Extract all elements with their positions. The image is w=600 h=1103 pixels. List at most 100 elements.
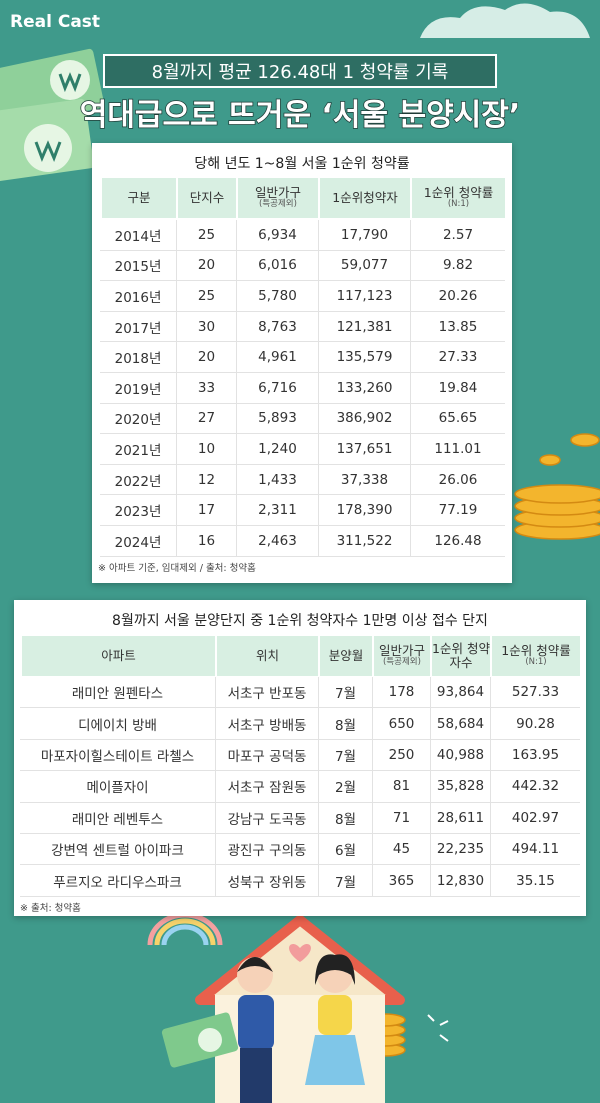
header-cell: 일반가구 (특공제외) [372,636,430,676]
table-cell: 2,311 [236,495,318,526]
header-label: 일반가구 [378,642,425,658]
table-note: ※ 출처: 청약홈 [20,902,81,914]
header-cell: 1순위 청약률 (N:1) [410,178,505,218]
header-cell: 1순위청약자 [318,178,410,218]
title: 역대급으로 뜨거운 ‘서울 분양시장’ [79,97,521,134]
table-cell: 494.11 [490,834,580,866]
header-cell: 일반가구 (특공제외) [236,178,318,218]
table-cell: 4,961 [236,342,318,373]
header-sub: (특공제외) [383,657,421,668]
table-cell: 35,828 [430,771,490,803]
table-cell: 서초구 방배동 [215,708,318,740]
header-label: 1순위 청약자수 [432,640,490,670]
cloud [420,3,590,38]
table-cell: 81 [372,771,430,803]
header-label: 아파트 [101,647,136,663]
table-cell: 7월 [318,865,372,897]
table-cell: 메이플자이 [20,771,215,803]
table-cell: 121,381 [318,311,410,343]
header-label: 1순위 청약률 [423,184,494,200]
coin-icon [50,60,90,100]
table-cell: 5,780 [236,281,318,312]
table-cell: 365 [372,865,430,897]
table-cell: 8월 [318,708,372,740]
table-cell: 12,830 [430,865,490,897]
table-cell: 서초구 잠원동 [215,771,318,803]
coin-icon [24,124,72,172]
table-cell: 2월 [318,771,372,803]
table-cell: 178 [372,677,430,709]
header-label: 위치 [255,647,279,663]
header-label: 분양월 [328,647,364,663]
header-cell: 아파트 [20,636,215,676]
table-cell: 27.33 [410,342,505,373]
table-cell: 33 [176,373,236,404]
table-cell: 2015년 [100,251,176,282]
header-label: 일반가구 [254,184,301,200]
table-cell: 7월 [318,739,372,772]
table-cell: 마포구 공덕동 [215,739,318,772]
header-sub: (N:1) [447,199,470,210]
table-note: ※ 아파트 기준, 임대제외 / 출처: 청약홈 [98,562,256,574]
table-cell: 5,893 [236,403,318,435]
table-cell: 40,988 [430,739,490,772]
table-title: 당해 년도 1~8월 서울 1순위 청약률 [194,156,410,172]
table-cell: 133,260 [318,373,410,404]
header-label: 구분 [127,189,151,205]
table-cell: 527.33 [490,677,580,709]
table-cell: 강변역 센트럴 아이파크 [20,834,215,866]
logo: Real Cast [10,12,101,32]
table-cell: 59,077 [318,250,410,282]
table-cell: 7월 [318,677,372,709]
table-cell: 강남구 도곡동 [215,802,318,834]
table-cell: 8월 [318,802,372,834]
table-cell: 2021년 [100,434,176,465]
table-cell: 2014년 [100,220,176,251]
header-cell: 단지수 [176,178,236,218]
table-cell: 137,651 [318,434,410,465]
table-cell: 성북구 장위동 [215,865,318,897]
table-cell: 1,240 [236,434,318,465]
table-cell: 250 [372,739,430,772]
table-cell: 30 [176,311,236,343]
table-cell: 래미안 레벤투스 [20,803,215,834]
table-cell: 2,463 [236,526,318,557]
table-cell: 16 [176,526,236,557]
header-cell: 1순위 청약자수 [430,636,490,676]
table-cell: 650 [372,708,430,740]
table-cell: 2018년 [100,342,176,373]
table-title: 8월까지 서울 분양단지 중 1순위 청약자수 1만명 이상 접수 단지 [112,613,488,629]
table-cell: 22,235 [430,834,490,866]
table-cell: 25 [176,281,236,312]
table-cell: 12 [176,464,236,496]
table-cell: 71 [372,802,430,834]
table-cell: 28,611 [430,802,490,834]
table-cell: 402.97 [490,802,580,834]
table-cell: 17 [176,495,236,526]
table-cell: 126.48 [410,526,505,557]
table-cell: 푸르지오 라디우스파크 [20,865,215,897]
table-cell: 117,123 [318,281,410,312]
table-cell: 1,433 [236,464,318,496]
header-label: 1순위청약자 [332,189,398,205]
table-cell: 77.19 [410,495,505,526]
table-cell: 디에이치 방배 [20,708,215,740]
table-cell: 8,763 [236,311,318,343]
table-cell: 6월 [318,834,372,866]
table-cell: 90.28 [490,708,580,740]
table-cell: 135,579 [318,342,410,373]
table-cell: 20.26 [410,281,505,312]
table-cell: 386,902 [318,403,410,435]
table-cell: 2020년 [100,404,176,435]
table-cell: 6,934 [236,220,318,251]
table-cell: 37,338 [318,464,410,496]
table-cell: 2022년 [100,465,176,496]
table-cell: 93,864 [430,677,490,709]
header-label: 단지수 [189,189,225,205]
header-label: 1순위 청약률 [501,642,571,658]
table-cell: 2024년 [100,526,176,557]
table-cell: 19.84 [410,373,505,404]
table-cell: 9.82 [410,250,505,282]
table-cell: 20 [176,250,236,282]
